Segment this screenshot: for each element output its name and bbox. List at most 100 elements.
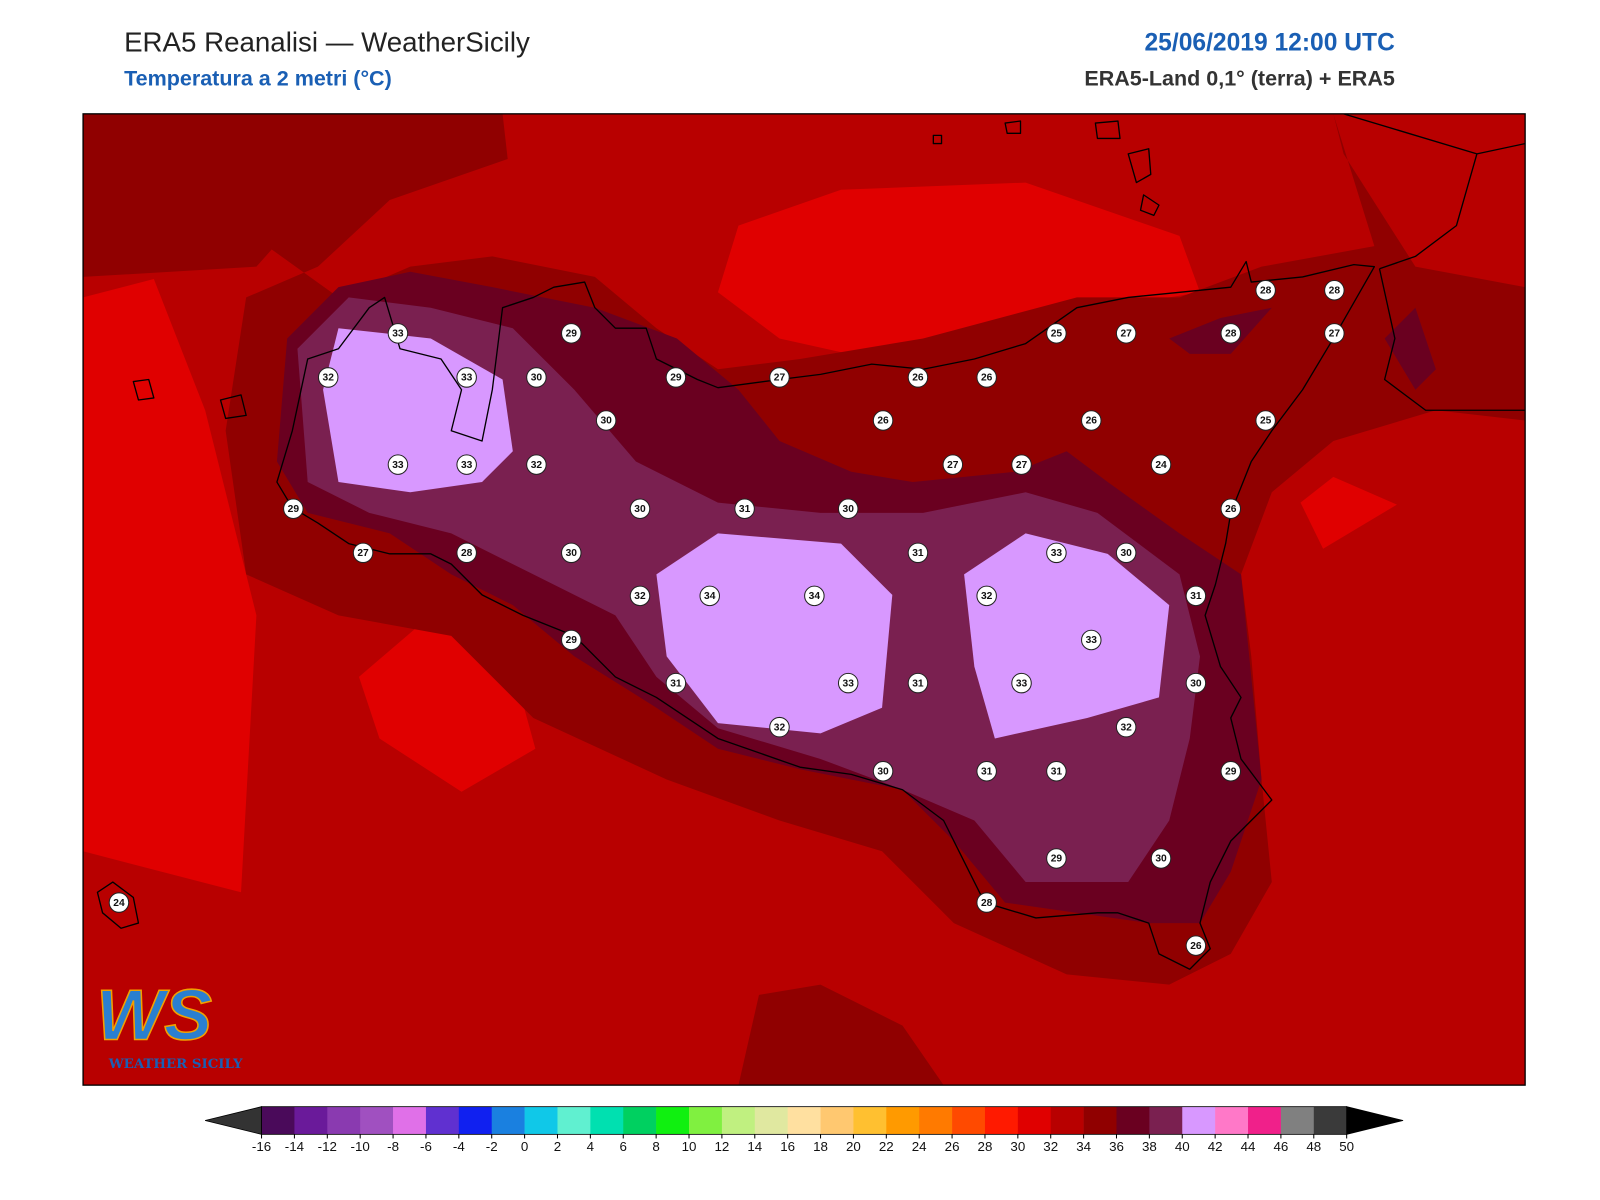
logo-name: WEATHER SICILY (108, 1056, 243, 1072)
field-fill (1384, 307, 1436, 390)
station-value: 33 (392, 460, 404, 471)
colorbar-frame (261, 1106, 1348, 1135)
station-value: 33 (1016, 678, 1028, 689)
station-marker (1115, 542, 1137, 564)
station-value: 33 (392, 329, 404, 340)
colorbar-bin (360, 1106, 394, 1135)
station-marker (595, 410, 617, 431)
station-value: 33 (1086, 635, 1098, 646)
station-marker (769, 716, 790, 738)
colorbar-bin (1116, 1106, 1150, 1135)
station-marker (526, 454, 547, 475)
station-marker (1011, 454, 1032, 475)
colorbar: -16 -14 -12 -10 -8 -6 -4 -2 0 2 4 6 8 10 12 14 16 18 20 22 2… (205, 1106, 1404, 1154)
colorbar-tick-label: 16 (780, 1139, 795, 1154)
station-value: 26 (877, 416, 889, 427)
field-fill (717, 182, 1200, 359)
island (932, 120, 1160, 217)
station-marker (1324, 279, 1345, 301)
station-value: 28 (1225, 329, 1237, 340)
colorbar-bin (853, 1106, 887, 1135)
colorbar-bin (919, 1106, 953, 1135)
subtitle: Temperatura a 2 metri (°C) (124, 67, 392, 91)
colorbar-bin (261, 1106, 295, 1135)
station-value: 30 (1155, 854, 1167, 865)
station-value: 31 (981, 766, 993, 777)
station-marker (699, 585, 720, 607)
station-marker (1150, 848, 1172, 869)
station-value: 31 (1190, 591, 1202, 602)
station-marker (976, 761, 997, 782)
station-marker (387, 323, 409, 344)
colorbar-bin (754, 1106, 788, 1135)
station-value: 31 (1051, 766, 1063, 777)
colorbar-bin (1182, 1106, 1216, 1135)
colorbar-bin (294, 1106, 328, 1135)
colorbar-tick-label: 28 (978, 1139, 993, 1154)
colorbar-tick-label: 0 (521, 1139, 528, 1154)
colorbar-bin (984, 1106, 1019, 1135)
station-value: 34 (809, 591, 821, 602)
title: ERA5 Reanalisi — WeatherSicily (124, 26, 530, 57)
station-value: 24 (1155, 460, 1167, 471)
colorbar-tick-label: 18 (813, 1139, 828, 1154)
colorbar-bin (952, 1106, 986, 1135)
colorbar-tick-label: -10 (351, 1139, 370, 1154)
station-marker (1011, 672, 1032, 694)
station-marker (1081, 629, 1102, 651)
colorbar-bin (393, 1106, 427, 1135)
station-marker (1324, 323, 1345, 344)
colorbar-tick-label: 40 (1175, 1139, 1190, 1154)
station-marker (387, 454, 409, 475)
colorbar-tick-label: -2 (486, 1139, 498, 1154)
station-value: 30 (843, 504, 855, 515)
station-value: 32 (1120, 722, 1132, 733)
station-marker (1046, 761, 1067, 782)
field-fill (656, 533, 893, 734)
colorbar-tick-label: 6 (620, 1139, 627, 1154)
station-value: 31 (670, 678, 682, 689)
station-marker (283, 498, 304, 519)
map-frame (82, 113, 1526, 1086)
station-value: 32 (981, 591, 993, 602)
station-marker (976, 585, 997, 607)
colorbar-bin (557, 1106, 591, 1135)
station-value: 30 (877, 766, 889, 777)
colorbar-tick-label: 34 (1076, 1139, 1091, 1154)
station-value: 26 (981, 373, 993, 384)
station-value: 25 (1260, 416, 1272, 427)
colorbar-bin (689, 1106, 723, 1135)
station-value: 31 (912, 678, 924, 689)
station-value: 29 (1051, 854, 1063, 865)
station-marker (1081, 410, 1102, 431)
logo-mark: WS (96, 975, 212, 1055)
colorbar-bin (1017, 1106, 1052, 1135)
colorbar-bin (491, 1106, 525, 1135)
colorbar-tick-label: -16 (252, 1139, 271, 1154)
colorbar-over (1346, 1106, 1404, 1135)
colorbar-tick-label: 46 (1273, 1139, 1288, 1154)
station-marker (317, 367, 339, 388)
station-value: 32 (531, 460, 543, 471)
colorbar-tick-label: -12 (318, 1139, 337, 1154)
station-marker (1046, 542, 1067, 564)
colorbar-tick-label: 2 (554, 1139, 561, 1154)
station-marker (526, 367, 547, 388)
colorbar-tick-label: -8 (387, 1139, 399, 1154)
island (96, 881, 140, 929)
colorbar-tick-label: 38 (1142, 1139, 1157, 1154)
station-value: 26 (1190, 941, 1202, 952)
station-marker (1185, 935, 1207, 956)
station-marker (872, 410, 894, 431)
field-fill (738, 984, 944, 1086)
colorbar-tick-label: 44 (1241, 1139, 1256, 1154)
station-marker (352, 542, 374, 564)
station-value: 27 (357, 548, 369, 559)
colorbar-bin (787, 1106, 821, 1135)
source: ERA5-Land 0,1° (terra) + ERA5 (1084, 67, 1395, 91)
station-value: 28 (461, 548, 473, 559)
colorbar-tick-label: 48 (1306, 1139, 1321, 1154)
colorbar-bin (623, 1106, 657, 1135)
